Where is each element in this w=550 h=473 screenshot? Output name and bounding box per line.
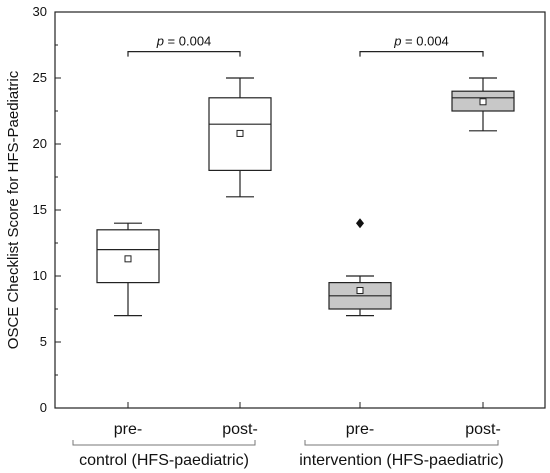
group-1: intervention (HFS-paediatric) [299,440,504,469]
mean-marker [356,287,364,295]
mean-marker [124,255,132,263]
group-label: intervention (HFS-paediatric) [299,452,504,469]
group-bracket [304,440,499,446]
y-tick-label: 30 [33,4,47,19]
x-category-label: pre- [114,421,142,438]
outlier-point [356,218,364,229]
box-2: pre- [328,218,392,438]
box-0: pre- [96,222,160,438]
p-value-label: p = 0.004 [156,34,212,49]
significance-bracket [359,51,484,57]
y-tick-label: 15 [33,202,47,217]
y-tick-label: 10 [33,268,47,283]
y-tick-label: 5 [40,334,47,349]
p-value-label: p = 0.004 [393,34,449,49]
x-category-label: post- [465,421,501,438]
group-0: control (HFS-paediatric) [72,440,256,469]
y-tick-label: 20 [33,136,47,151]
box-1: post- [208,77,272,438]
mean-marker [479,98,487,106]
box-3: post- [451,77,515,438]
significance-0: p = 0.004 [127,34,241,57]
mean-marker [236,129,244,137]
plot-frame [54,11,546,409]
y-tick-label: 0 [40,400,47,415]
significance-bracket [127,51,241,57]
x-category-label: post- [222,421,258,438]
group-label: control (HFS-paediatric) [79,452,249,469]
group-bracket [72,440,256,446]
significance-1: p = 0.004 [359,34,484,57]
y-axis-label: OSCE Checklist Score for HFS-Paediatric [5,70,22,349]
y-tick-label: 25 [33,70,47,85]
x-category-label: pre- [346,421,374,438]
